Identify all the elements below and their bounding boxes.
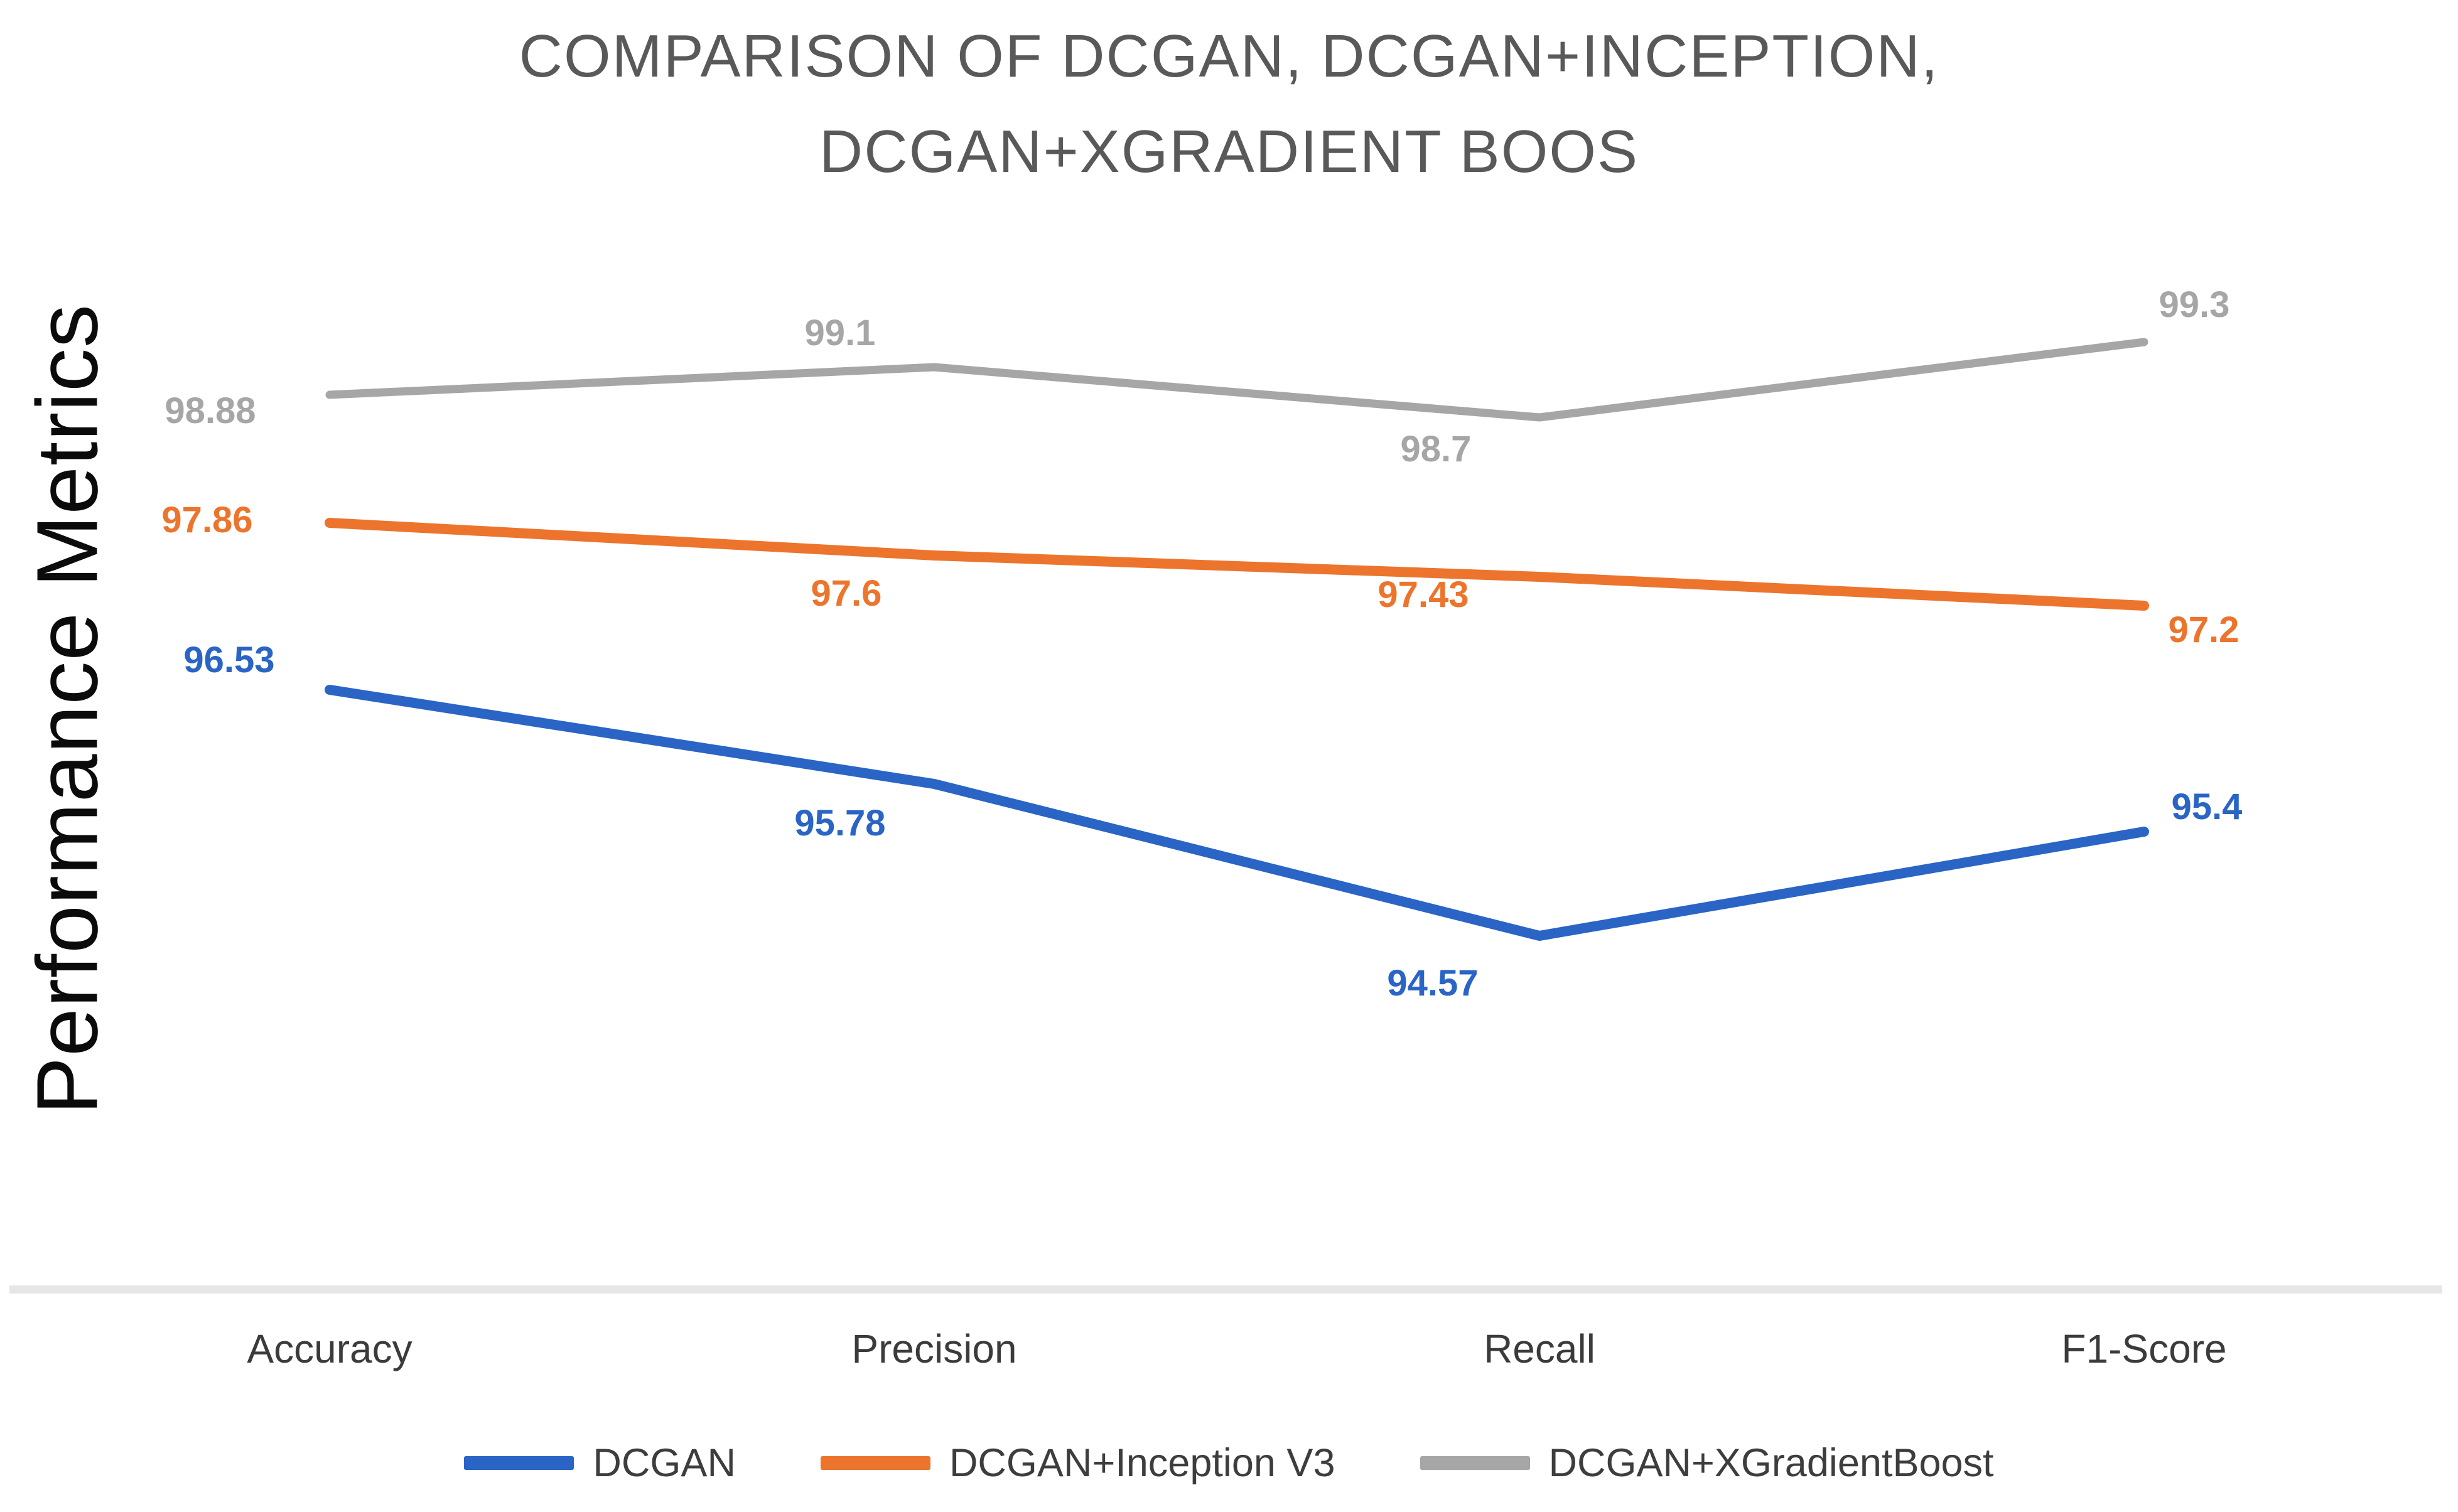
data-label-DCGAN+Inception V3-Accuracy: 97.86 [161, 500, 252, 540]
x-axis-category-label-Accuracy: Accuracy [247, 1326, 412, 1371]
chart-title-line1: COMPARISON OF DCGAN, DCGAN+INCEPTION, [519, 23, 1939, 90]
x-axis-category-label-Recall: Recall [1484, 1326, 1595, 1371]
legend: DCGAN DCGAN+Inception V3 DCGAN+XGradientBo… [0, 1440, 2458, 1486]
legend-item-DCGAN+Inception V3: DCGAN+Inception V3 [820, 1440, 1335, 1486]
data-label-DCGAN+Inception V3-Precision: 97.6 [811, 573, 882, 614]
data-label-DCGAN+XGradientBoost-Precision: 99.1 [805, 313, 876, 353]
series-line-DCGAN+Inception V3 [325, 518, 2149, 611]
legend-swatch-DCGAN+Inception V3 [820, 1456, 930, 1470]
data-label-DCGAN+XGradientBoost-Accuracy: 98.88 [164, 390, 256, 431]
data-label-DCGAN-F1-Score: 95.4 [2172, 786, 2243, 827]
x-axis-line [9, 1285, 2442, 1294]
data-label-DCGAN+Inception V3-F1-Score: 97.2 [2169, 609, 2240, 650]
data-label-DCGAN-Accuracy: 96.53 [183, 640, 274, 680]
legend-item-DCGAN+XGradientBoost: DCGAN+XGradientBoost [1420, 1440, 1994, 1486]
legend-label-DCGAN+Inception V3: DCGAN+Inception V3 [949, 1441, 1335, 1485]
legend-label-DCGAN+XGradientBoost: DCGAN+XGradientBoost [1548, 1441, 1994, 1485]
chart-title-line2: DCGAN+XGRADIENT BOOS [819, 117, 1639, 185]
data-label-DCGAN+XGradientBoost-F1-Score: 99.3 [2159, 284, 2230, 325]
legend-label-DCGAN: DCGAN [593, 1441, 736, 1485]
data-label-DCGAN+Inception V3-Recall: 97.43 [1377, 574, 1469, 615]
series-line-DCGAN+XGradientBoost [325, 338, 2148, 422]
legend-swatch-DCGAN [464, 1456, 574, 1470]
data-label-DCGAN+XGradientBoost-Recall: 98.7 [1401, 429, 1472, 469]
data-label-DCGAN-Precision: 95.78 [794, 803, 885, 844]
legend-item-DCGAN: DCGAN [464, 1440, 736, 1486]
x-axis-category-label-Precision: Precision [851, 1326, 1017, 1371]
legend-swatch-DCGAN+XGradientBoost [1420, 1456, 1530, 1470]
chart-title: COMPARISON OF DCGAN, DCGAN+INCEPTION, DC… [0, 9, 2458, 199]
series-line-DCGAN [325, 685, 2149, 941]
x-axis-category-label-F1-Score: F1-Score [2061, 1326, 2227, 1371]
data-label-DCGAN-Recall: 94.57 [1387, 963, 1478, 1004]
